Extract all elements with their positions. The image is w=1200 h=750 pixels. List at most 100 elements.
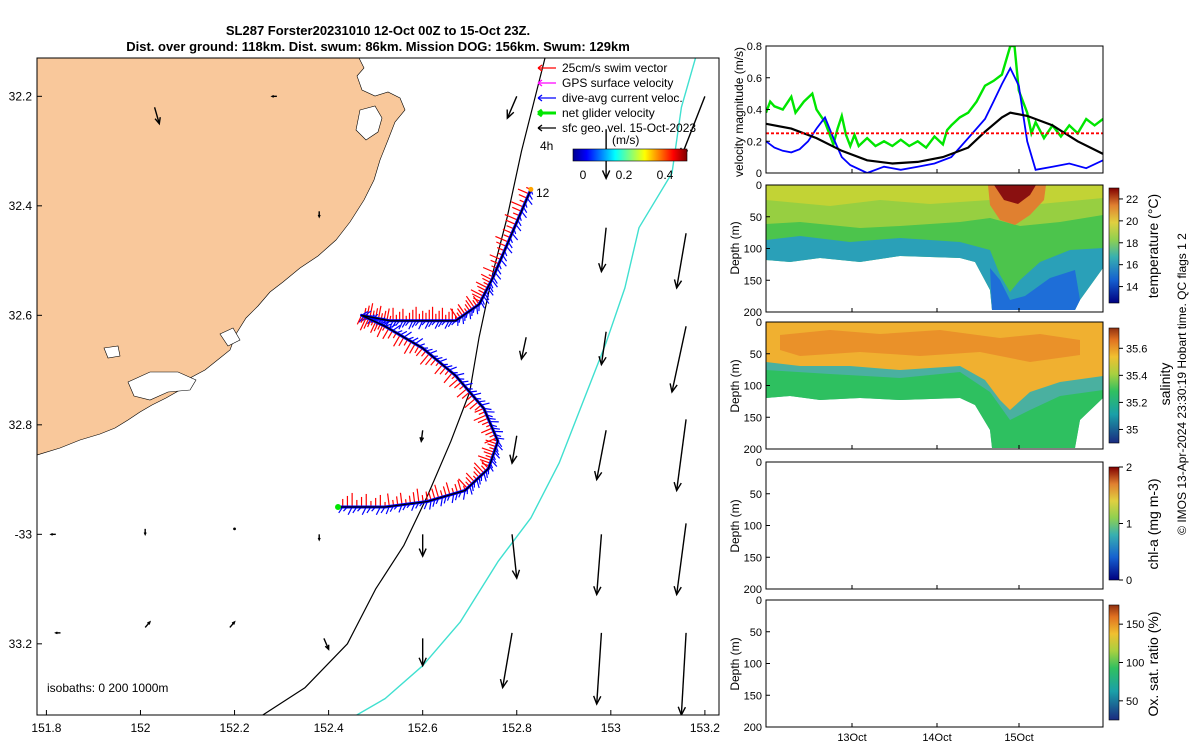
x-tick-label: 153 — [601, 721, 621, 735]
swim-vector — [450, 308, 459, 320]
swim-vector — [475, 281, 488, 289]
legend-item: dive-avg current veloc. — [537, 91, 683, 105]
chart-title-line2: Dist. over ground: 118km. Dist. swum: 86… — [126, 39, 630, 54]
geo-velocity-arrow — [598, 227, 607, 274]
y-tick-label: 0.4 — [747, 105, 762, 117]
colorbar-tick-label: 14 — [1126, 282, 1138, 294]
colorbar-tick-label: 50 — [1126, 696, 1138, 708]
legend-label: dive-avg current veloc. — [562, 91, 683, 105]
credit-text: © IMOS 13-Apr-2024 23:30:19 Hobart time.… — [1175, 233, 1189, 535]
y-tick-label: 200 — [744, 722, 762, 734]
track-end-label: 12 — [536, 186, 550, 200]
legend-note: 4h — [540, 139, 553, 153]
y-tick-label: 200 — [744, 444, 762, 456]
swim-vector — [377, 305, 382, 319]
colorbar-tick-label: 35.4 — [1126, 370, 1147, 382]
colorbar-tick-label: 16 — [1126, 260, 1138, 272]
y-tick-label: 100 — [744, 659, 762, 671]
geo-velocity-arrow — [669, 326, 687, 394]
y-tick-label: 0 — [756, 595, 762, 607]
y-tick-label: 0 — [756, 457, 762, 469]
colorbar-tick-label: 18 — [1126, 238, 1138, 250]
y-tick-label: 100 — [744, 521, 762, 533]
y-tick-label: 0.2 — [747, 136, 762, 148]
swim-vector — [481, 447, 495, 453]
x-tick-label: 151.8 — [31, 721, 61, 735]
swim-vector — [511, 201, 524, 208]
temperature-colorbar-label: temperature (°C) — [1145, 194, 1161, 298]
track-end-marker — [335, 503, 342, 510]
colorbar-tick-label: 2 — [1126, 462, 1132, 474]
swim-vector — [484, 437, 497, 444]
isobath-1000m — [356, 58, 697, 715]
swim-vector — [473, 466, 482, 476]
swim-vector — [419, 353, 430, 365]
colorbar-tick-label: 35 — [1126, 424, 1138, 436]
x-tick-label: 152.6 — [408, 721, 438, 735]
geo-velocity-arrow — [419, 430, 425, 443]
track-start-marker — [528, 186, 534, 192]
swim-vector — [425, 356, 434, 366]
swim-vector — [517, 188, 530, 195]
swim-vector — [480, 273, 493, 281]
swim-vector — [369, 303, 374, 318]
x-tick-label: 152.2 — [220, 721, 250, 735]
geo-velocity-arrow — [593, 534, 603, 597]
geo-velocity-arrow — [673, 419, 687, 493]
isobath-200m — [262, 58, 546, 715]
legend-label: GPS surface velocity — [562, 76, 673, 90]
chlorophyll-ylabel: Depth (m) — [728, 499, 742, 552]
swim-vector — [396, 496, 399, 506]
colorbar-tick-label: 0 — [1126, 575, 1132, 587]
colorbar-tick: 0 — [580, 168, 587, 182]
swim-vector — [465, 472, 475, 483]
swim-vector — [479, 459, 491, 464]
isobaths-label: isobaths: 0 200 1000m — [47, 681, 168, 695]
swim-vector — [481, 427, 493, 434]
x-tick-label: 14Oct — [922, 732, 951, 744]
colorbar-tick-label: 1 — [1126, 519, 1132, 531]
colorbar-tick: 0.2 — [616, 168, 633, 182]
swim-vector — [425, 491, 428, 502]
glider-track — [338, 189, 532, 508]
geo-velocity-arrow — [418, 638, 427, 668]
x-tick-label: 13Oct — [837, 732, 866, 744]
swim-vector — [505, 219, 517, 225]
salinity-panel: 0 50 100 150 200 35 35.2 35.4 35.6 salinity Dept… — [728, 317, 1173, 456]
swim-vector — [504, 213, 518, 221]
geo-velocity-arrow — [54, 631, 61, 635]
legend-item: GPS surface velocity — [537, 76, 673, 90]
legend-item: net glider velocity — [537, 106, 655, 120]
y-tick-label: 200 — [744, 584, 762, 596]
swim-vector — [363, 318, 370, 329]
lake — [355, 105, 383, 141]
swim-vector — [399, 492, 403, 505]
swim-vector — [464, 398, 476, 409]
geo-velocity-arrow — [499, 632, 513, 690]
salinity-colorbar — [1108, 327, 1120, 444]
swim-vector — [473, 462, 485, 474]
colorbar-label: (m/s) — [612, 133, 639, 147]
swim-vector — [482, 266, 496, 274]
geo-velocity-arrow — [509, 435, 518, 465]
legend-label: net glider velocity — [562, 106, 655, 120]
swim-vector — [431, 488, 436, 500]
colorbar-tick-label: 100 — [1126, 658, 1144, 670]
geo-velocity-arrow — [673, 523, 687, 597]
y-tick-label: -33 — [15, 527, 33, 541]
geo-velocity-arrow — [592, 632, 603, 706]
swim-vector — [461, 391, 471, 399]
geo-velocity-arrow — [323, 638, 330, 651]
geo-velocity-arrow — [143, 528, 147, 537]
y-tick-label: 150 — [744, 552, 762, 564]
swim-vector — [474, 407, 485, 413]
geo-velocity-arrow — [506, 96, 518, 120]
y-tick-label: 150 — [744, 412, 762, 424]
y-tick-label: 33.2 — [9, 637, 33, 651]
geo-velocity-arrow — [317, 534, 321, 542]
swim-vector — [457, 304, 466, 315]
swim-vector — [496, 241, 507, 247]
